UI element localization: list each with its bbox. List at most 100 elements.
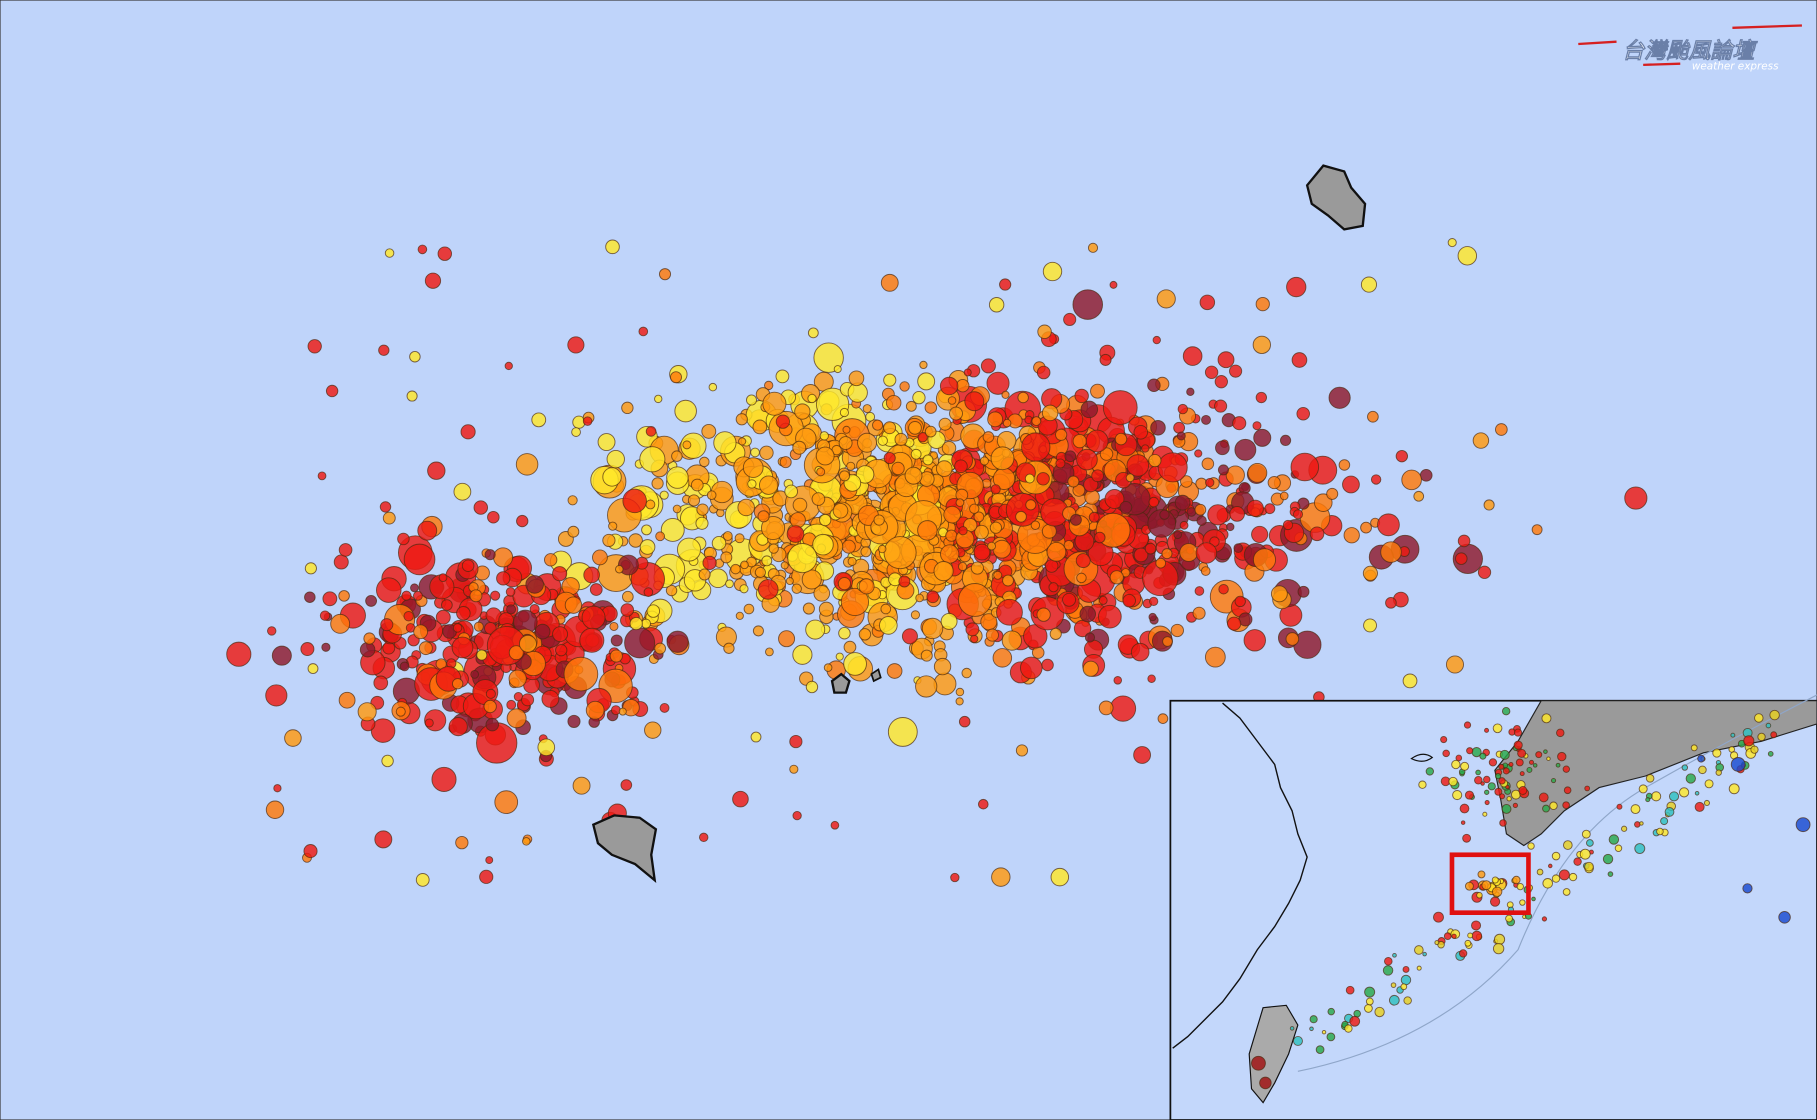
quake-dot xyxy=(583,566,600,584)
quake-dot xyxy=(858,628,872,641)
quake-dot xyxy=(1152,335,1161,345)
quake-dot xyxy=(518,634,537,653)
quake-dot xyxy=(1526,766,1533,773)
quake-dot xyxy=(991,867,1011,887)
quake-dot xyxy=(792,644,813,665)
quake-dot xyxy=(1457,246,1478,266)
quake-dot xyxy=(418,641,433,656)
quake-dot xyxy=(1091,469,1105,483)
quake-dot xyxy=(473,500,489,515)
quake-dot xyxy=(1247,462,1268,483)
quake-dot xyxy=(987,411,1004,428)
quake-dot xyxy=(1251,1055,1266,1071)
quake-dot xyxy=(1419,468,1433,482)
quake-dot xyxy=(1754,713,1764,723)
quake-dot xyxy=(1255,391,1268,404)
quake-dot xyxy=(1499,793,1506,800)
quake-dot xyxy=(1562,765,1570,773)
quake-dot xyxy=(521,693,535,707)
quake-dot xyxy=(1581,829,1591,839)
quake-dot xyxy=(1156,289,1176,309)
quake-dot xyxy=(265,684,288,707)
quake-dot xyxy=(1475,769,1481,776)
quake-dot xyxy=(494,790,519,815)
quake-dot xyxy=(730,563,741,575)
quake-dot xyxy=(300,642,315,657)
quake-dot xyxy=(682,440,692,450)
quake-dot xyxy=(1001,390,1010,399)
quake-dot xyxy=(1147,674,1156,683)
quake-dot xyxy=(758,475,779,495)
quake-dot xyxy=(1055,428,1068,441)
quake-dot xyxy=(1621,825,1628,832)
quake-dot xyxy=(1148,496,1160,508)
quake-dot xyxy=(529,604,540,615)
quake-dot xyxy=(941,440,957,456)
quake-dot xyxy=(1502,767,1510,775)
quake-dot xyxy=(1698,765,1707,775)
quake-dot xyxy=(1377,513,1400,537)
quake-dot xyxy=(1549,801,1558,810)
quake-dot xyxy=(839,470,850,482)
quake-dot xyxy=(1149,596,1159,607)
quake-dot xyxy=(1517,748,1527,758)
quake-dot xyxy=(1477,565,1492,579)
quake-dot xyxy=(939,376,959,396)
quake-dot xyxy=(1562,888,1571,896)
quake-dot xyxy=(1483,775,1491,784)
quake-dot xyxy=(1063,312,1077,327)
quake-dot xyxy=(978,798,989,810)
quake-dot xyxy=(699,456,710,468)
quake-dot xyxy=(1309,1026,1314,1032)
quake-dot xyxy=(1715,769,1722,776)
quake-dot xyxy=(815,446,835,466)
quake-dot xyxy=(1402,673,1418,689)
quake-dot xyxy=(835,652,844,661)
quake-dot xyxy=(1141,444,1150,453)
quake-dot xyxy=(1246,499,1264,517)
quake-dot xyxy=(1586,839,1594,847)
quake-dot xyxy=(485,688,496,699)
quake-dot xyxy=(435,609,451,625)
quake-dot xyxy=(645,426,657,437)
quake-dot xyxy=(985,628,999,642)
quake-dot xyxy=(912,391,926,405)
quake-dot xyxy=(1476,891,1483,899)
quake-dot xyxy=(739,584,749,594)
quake-dot xyxy=(1451,759,1461,770)
quake-dot xyxy=(1099,353,1112,366)
quake-dot xyxy=(926,590,940,604)
quake-dot xyxy=(1133,746,1152,764)
quake-dot xyxy=(1289,1026,1295,1031)
quake-dot xyxy=(1442,749,1450,758)
quake-dot xyxy=(1501,803,1512,814)
quake-dot xyxy=(750,447,760,458)
quake-dot xyxy=(1452,790,1463,801)
quake-dot xyxy=(1321,1029,1327,1035)
quake-dot xyxy=(873,514,885,526)
quake-dot xyxy=(969,503,980,514)
quake-dot xyxy=(1133,547,1149,563)
quake-dot xyxy=(1087,242,1099,253)
quake-dot xyxy=(1179,520,1189,530)
quake-dot xyxy=(1518,786,1528,795)
quake-dot xyxy=(606,449,625,469)
quake-dot xyxy=(431,766,457,792)
quake-dot xyxy=(687,494,701,507)
quake-dot xyxy=(620,603,635,617)
quake-dot xyxy=(1229,364,1243,378)
quake-dot xyxy=(860,546,872,558)
quake-dot xyxy=(1488,758,1498,767)
quake-dot xyxy=(665,584,678,597)
quake-dot xyxy=(1712,748,1722,758)
quake-dot xyxy=(765,647,774,657)
quake-dot xyxy=(973,511,985,523)
quake-dot xyxy=(1144,542,1157,555)
quake-dot xyxy=(819,431,829,441)
quake-dot xyxy=(660,517,685,542)
quake-dot xyxy=(460,424,476,440)
quake-dot xyxy=(1538,792,1549,803)
quake-dot xyxy=(1464,790,1474,800)
quake-dot xyxy=(999,278,1012,291)
quake-dot xyxy=(1072,484,1086,497)
